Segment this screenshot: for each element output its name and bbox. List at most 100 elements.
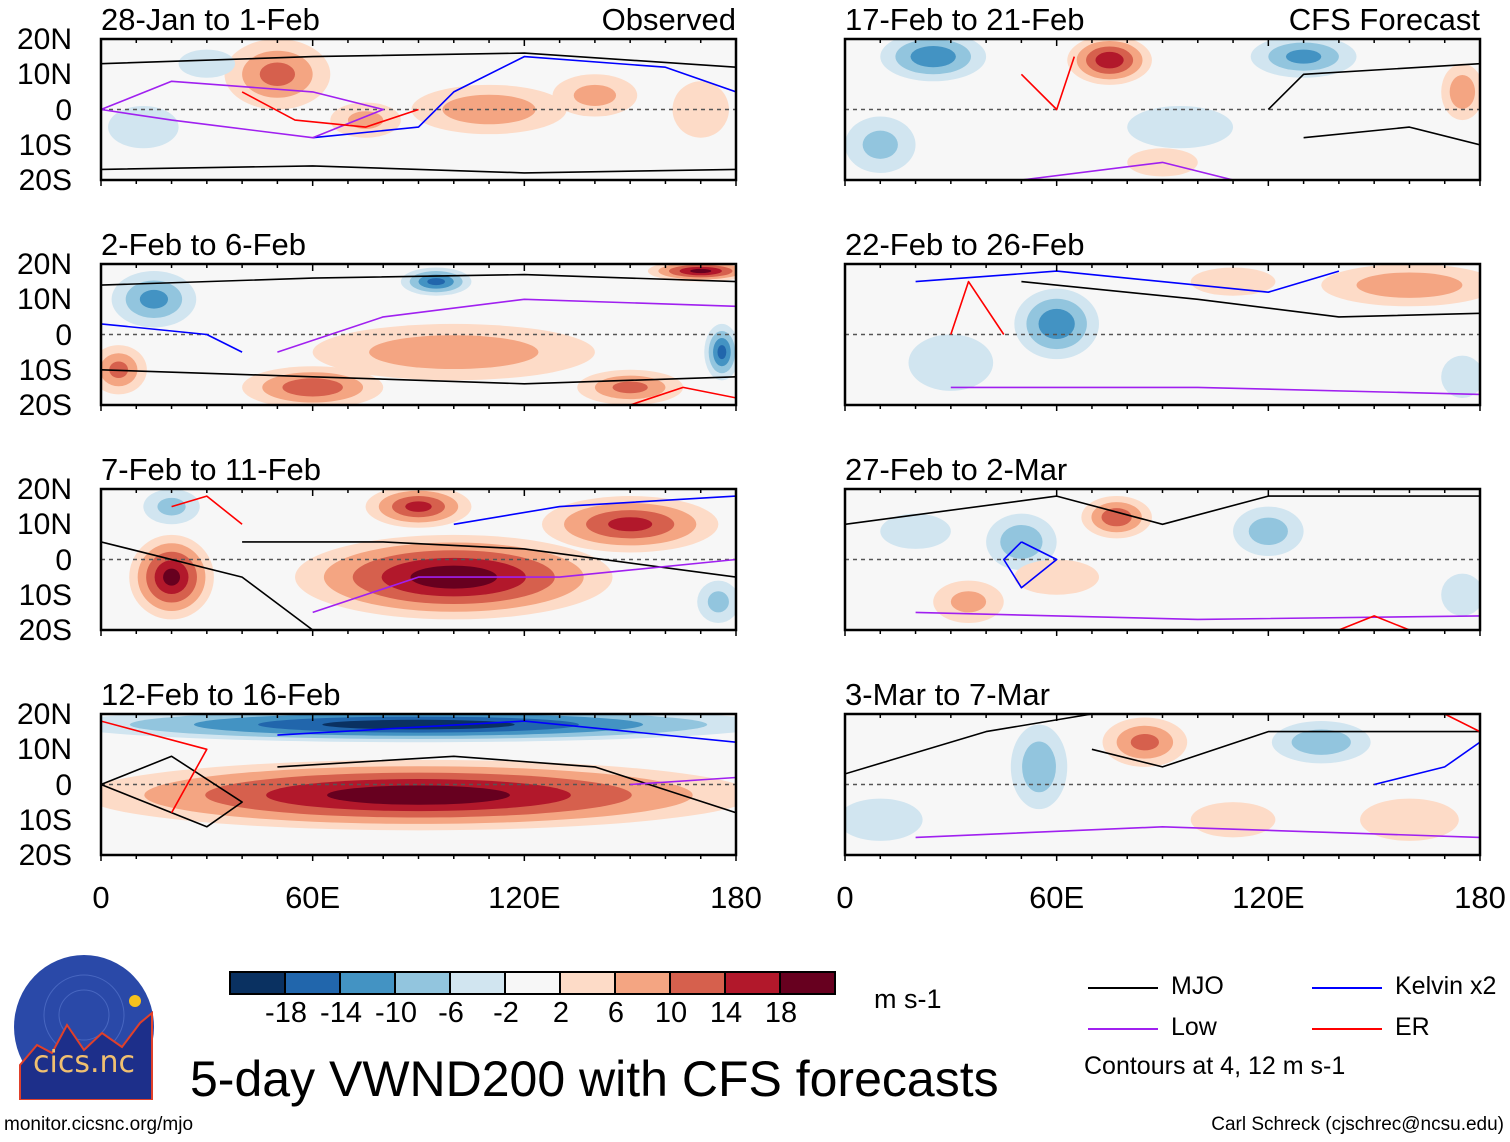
low-contour [950, 386, 1480, 396]
lat-label: 10S [18, 803, 72, 837]
anomaly-shading [910, 46, 956, 68]
anomaly-shading [259, 62, 296, 86]
lat-label: 20S [18, 614, 72, 647]
mjo-contour [101, 755, 243, 828]
colorbar-label: 2 [552, 997, 570, 1029]
er-contour [629, 386, 736, 405]
panel-title: 3-Mar to 7-Mar [845, 677, 1050, 712]
colorbar-label: 18 [764, 997, 798, 1029]
anomaly-shading [1356, 272, 1463, 298]
map-panel [843, 37, 1482, 186]
anomaly-shading [1190, 267, 1276, 296]
kelvin-contour [453, 495, 736, 526]
lat-label: 20N [16, 23, 72, 56]
lat-label: 10N [16, 733, 72, 767]
anomaly-shading [442, 94, 536, 125]
cics-logo: cics.nc [12, 955, 157, 1101]
colorbar-label: 14 [709, 997, 743, 1029]
colorbar-label: -10 [375, 997, 417, 1029]
anomaly-shading [1449, 74, 1476, 109]
kelvin-contour [101, 323, 243, 353]
lat-label: 10S [18, 353, 72, 387]
lat-label: 10N [16, 508, 72, 542]
colorbar-swatch [616, 973, 671, 993]
panel-title: 17-Feb to 21-Feb [845, 2, 1085, 37]
colorbar-label: -18 [265, 997, 307, 1029]
anomaly-shading [1095, 51, 1124, 69]
lon-label: 0 [92, 880, 110, 915]
lat-label: 10N [16, 283, 72, 317]
lat-label: 0 [55, 768, 72, 802]
anomaly-shading [1101, 508, 1132, 527]
anomaly-shading [608, 517, 653, 532]
legend-label: ER [1395, 1013, 1430, 1041]
colorbar-swatch [341, 973, 396, 993]
anomaly-shading [1291, 729, 1351, 755]
anomaly-shading [1441, 573, 1480, 616]
anomaly-shading [282, 378, 343, 397]
anomaly-shading [1130, 733, 1159, 751]
anomaly-shading [427, 278, 445, 286]
lat-label: 0 [55, 93, 72, 127]
map-panel [99, 262, 738, 411]
lat-label: 10S [18, 578, 72, 612]
mjo-contour [1267, 62, 1480, 111]
lon-label: 0 [836, 880, 854, 915]
svg-text:cics.nc: cics.nc [33, 1045, 135, 1080]
anomaly-shading [690, 268, 712, 274]
lat-label: 0 [55, 543, 72, 577]
colorbar-swatch [726, 973, 781, 993]
colorbar-label: -6 [438, 997, 464, 1029]
legend-line-er [1312, 1028, 1382, 1030]
legend-line-mjo [1088, 987, 1158, 989]
map-panel [843, 262, 1482, 411]
kelvin-contour [1374, 741, 1480, 786]
anomaly-shading [163, 568, 181, 586]
map-panel [99, 712, 738, 861]
lon-label: 120E [488, 880, 561, 915]
anomaly-shading [327, 785, 510, 805]
colorbar-swatch [561, 973, 616, 993]
lat-label: 0 [55, 318, 72, 352]
anomaly-shading [1248, 517, 1288, 546]
er-contour [950, 280, 1005, 335]
anomaly-shading [908, 334, 994, 391]
panel-title: 27-Feb to 2-Mar [845, 452, 1068, 487]
colorbar-swatch [396, 973, 451, 993]
panel-title: 28-Jan to 1-Feb [101, 2, 320, 37]
map-panel [99, 37, 738, 186]
low-contour [915, 611, 1480, 621]
low-contour [915, 826, 1480, 839]
anomaly-shading [108, 105, 179, 149]
map-panel [99, 487, 738, 636]
anomaly-shading [573, 84, 617, 106]
anomaly-shading [1022, 741, 1056, 793]
mjo-contour [1021, 280, 1480, 318]
mjo-contour [242, 541, 736, 578]
lat-label: 20S [18, 839, 72, 872]
lat-label: 20N [16, 698, 72, 731]
panel-title: 7-Feb to 11-Feb [101, 452, 321, 487]
er-contour [101, 720, 208, 814]
mjo-contour [1303, 126, 1480, 146]
anomaly-shading [157, 497, 186, 516]
legend-line-low [1088, 1028, 1158, 1030]
anomaly-shading [1000, 524, 1043, 559]
lon-label: 180 [1454, 880, 1506, 915]
logo-graphic: cics.nc [14, 955, 154, 1101]
colorbar-swatch [231, 973, 286, 993]
mjo-contour [845, 495, 1480, 526]
kelvin-contour [915, 270, 1340, 293]
colorbar-swatch [451, 973, 506, 993]
anomaly-shading [1360, 798, 1459, 841]
colorbar-label: -14 [320, 997, 362, 1029]
panel-tag: Observed [601, 2, 736, 37]
anomaly-shading [717, 345, 727, 360]
anomaly-shading [1038, 308, 1075, 340]
colorbar-swatch [506, 973, 561, 993]
colorbar-label: 10 [654, 997, 688, 1029]
colorbar-swatch [286, 973, 341, 993]
footer-url: monitor.cicsnc.org/mjo [4, 1114, 194, 1135]
map-panel [843, 712, 1482, 861]
